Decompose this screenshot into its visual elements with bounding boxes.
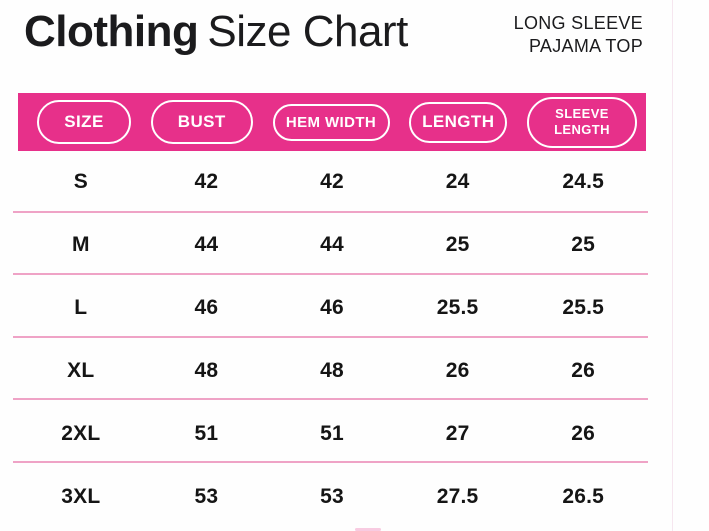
table-row-3xl: 3XL 53 53 27.5 26.5 — [18, 465, 646, 528]
cell-length: 25 — [445, 233, 470, 257]
column-header-hem-width-label: HEM WIDTH — [285, 113, 377, 131]
table-body: S 42 42 24 24.5 M 44 44 25 25 L 46 46 25… — [18, 151, 646, 528]
product-name-line2: PAJAMA TOP — [528, 36, 643, 56]
cell-size: 3XL — [61, 484, 101, 508]
partial-bottom-separator — [355, 528, 381, 531]
cell-bust: 53 — [194, 484, 219, 508]
column-header-length-label: LENGTH — [422, 112, 495, 131]
row-separator — [13, 398, 648, 400]
cell-sleeve-length: 26 — [571, 358, 596, 382]
cell-bust: 51 — [194, 421, 219, 445]
column-header-bust: BUST — [150, 100, 253, 144]
cell-hem-width: 51 — [320, 421, 344, 445]
table-header-row: SIZE BUST HEM WIDTH LENGTH SLEEVE LENGTH — [18, 93, 646, 151]
cell-bust: 42 — [194, 170, 219, 194]
cell-bust: 44 — [194, 233, 219, 257]
row-separator — [13, 336, 648, 338]
product-name: LONG SLEEVE PAJAMA TOP — [514, 12, 643, 58]
cell-length: 24 — [445, 170, 470, 194]
column-header-sleeve-length: SLEEVE LENGTH — [527, 96, 637, 148]
column-header-size-label: SIZE — [64, 112, 104, 131]
column-header-length: LENGTH — [409, 101, 508, 143]
cell-hem-width: 42 — [320, 170, 344, 194]
product-name-line1: LONG SLEEVE — [513, 13, 643, 33]
cell-hem-width: 53 — [320, 484, 344, 508]
cell-hem-width: 44 — [320, 233, 344, 257]
cell-length: 27 — [445, 421, 470, 445]
cell-hem-width: 46 — [320, 296, 344, 320]
column-header-sleeve-length-line2: LENGTH — [554, 122, 610, 137]
table-row-l: L 46 46 25.5 25.5 — [18, 277, 646, 340]
cell-sleeve-length: 25.5 — [562, 296, 605, 320]
column-header-sleeve-length-line1: SLEEVE — [555, 106, 609, 121]
column-header-bust-label: BUST — [177, 112, 226, 131]
cell-bust: 48 — [194, 358, 219, 382]
cell-sleeve-length: 25 — [571, 233, 596, 257]
page-title: Clothing Size Chart — [24, 6, 408, 58]
cell-size: 2XL — [61, 421, 101, 445]
page-edge-line — [672, 0, 673, 531]
cell-sleeve-length: 26.5 — [562, 484, 605, 508]
column-header-size: SIZE — [37, 100, 131, 144]
cell-length: 25.5 — [436, 296, 479, 320]
cell-size: M — [71, 233, 90, 257]
cell-bust: 46 — [194, 296, 219, 320]
page-title-rest: Size Chart — [207, 7, 408, 56]
cell-size: XL — [67, 358, 95, 382]
row-separator — [13, 211, 648, 213]
cell-length: 27.5 — [436, 484, 479, 508]
table-row-s: S 42 42 24 24.5 — [18, 151, 646, 214]
cell-length: 26 — [445, 358, 470, 382]
cell-size: S — [73, 170, 88, 194]
table-row-2xl: 2XL 51 51 27 26 — [18, 402, 646, 465]
cell-size: L — [74, 296, 88, 320]
row-separator — [13, 461, 648, 463]
page-title-emphasis: Clothing — [24, 7, 199, 56]
row-separator — [13, 273, 648, 275]
cell-sleeve-length: 24.5 — [562, 170, 605, 194]
table-row-m: M 44 44 25 25 — [18, 214, 646, 277]
table-row-xl: XL 48 48 26 26 — [18, 339, 646, 402]
column-header-hem-width: HEM WIDTH — [272, 103, 390, 141]
cell-sleeve-length: 26 — [571, 421, 596, 445]
cell-hem-width: 48 — [320, 358, 344, 382]
